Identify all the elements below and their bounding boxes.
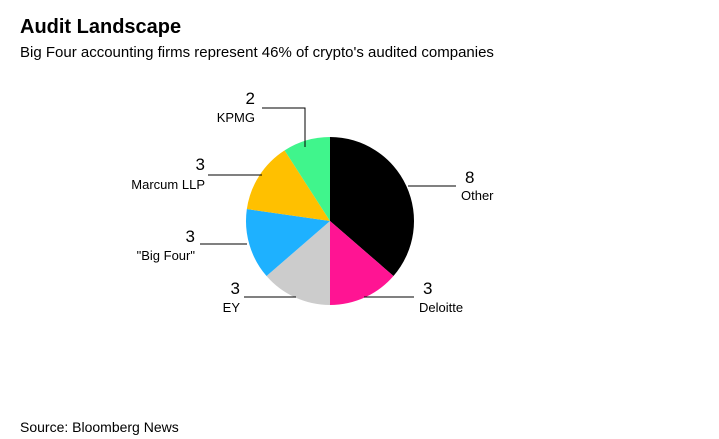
value-label: 3: [231, 279, 240, 298]
pie-slice: [330, 137, 415, 277]
source: Source: Bloomberg News: [20, 419, 179, 435]
pie-slice: [330, 221, 394, 305]
pie-slice: [284, 137, 330, 221]
pie-slice: [246, 209, 330, 277]
chart-subtitle: Big Four accounting firms represent 46% …: [20, 44, 494, 61]
value-label: 3: [196, 155, 205, 174]
category-label: Other: [461, 188, 494, 203]
category-label: EY: [223, 300, 241, 315]
category-label: Deloitte: [419, 300, 463, 315]
category-label: "Big Four": [137, 248, 196, 263]
chart-title: Audit Landscape: [20, 16, 181, 38]
category-label: KPMG: [217, 110, 255, 125]
value-label: 2: [246, 89, 255, 108]
category-label: Marcum LLP: [131, 177, 205, 192]
pie-slice: [266, 221, 330, 305]
leader-line: [262, 107, 306, 147]
value-label: 3: [423, 279, 432, 298]
pie-slice: [246, 150, 330, 221]
value-label: 8: [465, 168, 474, 187]
value-label: 3: [186, 227, 195, 246]
